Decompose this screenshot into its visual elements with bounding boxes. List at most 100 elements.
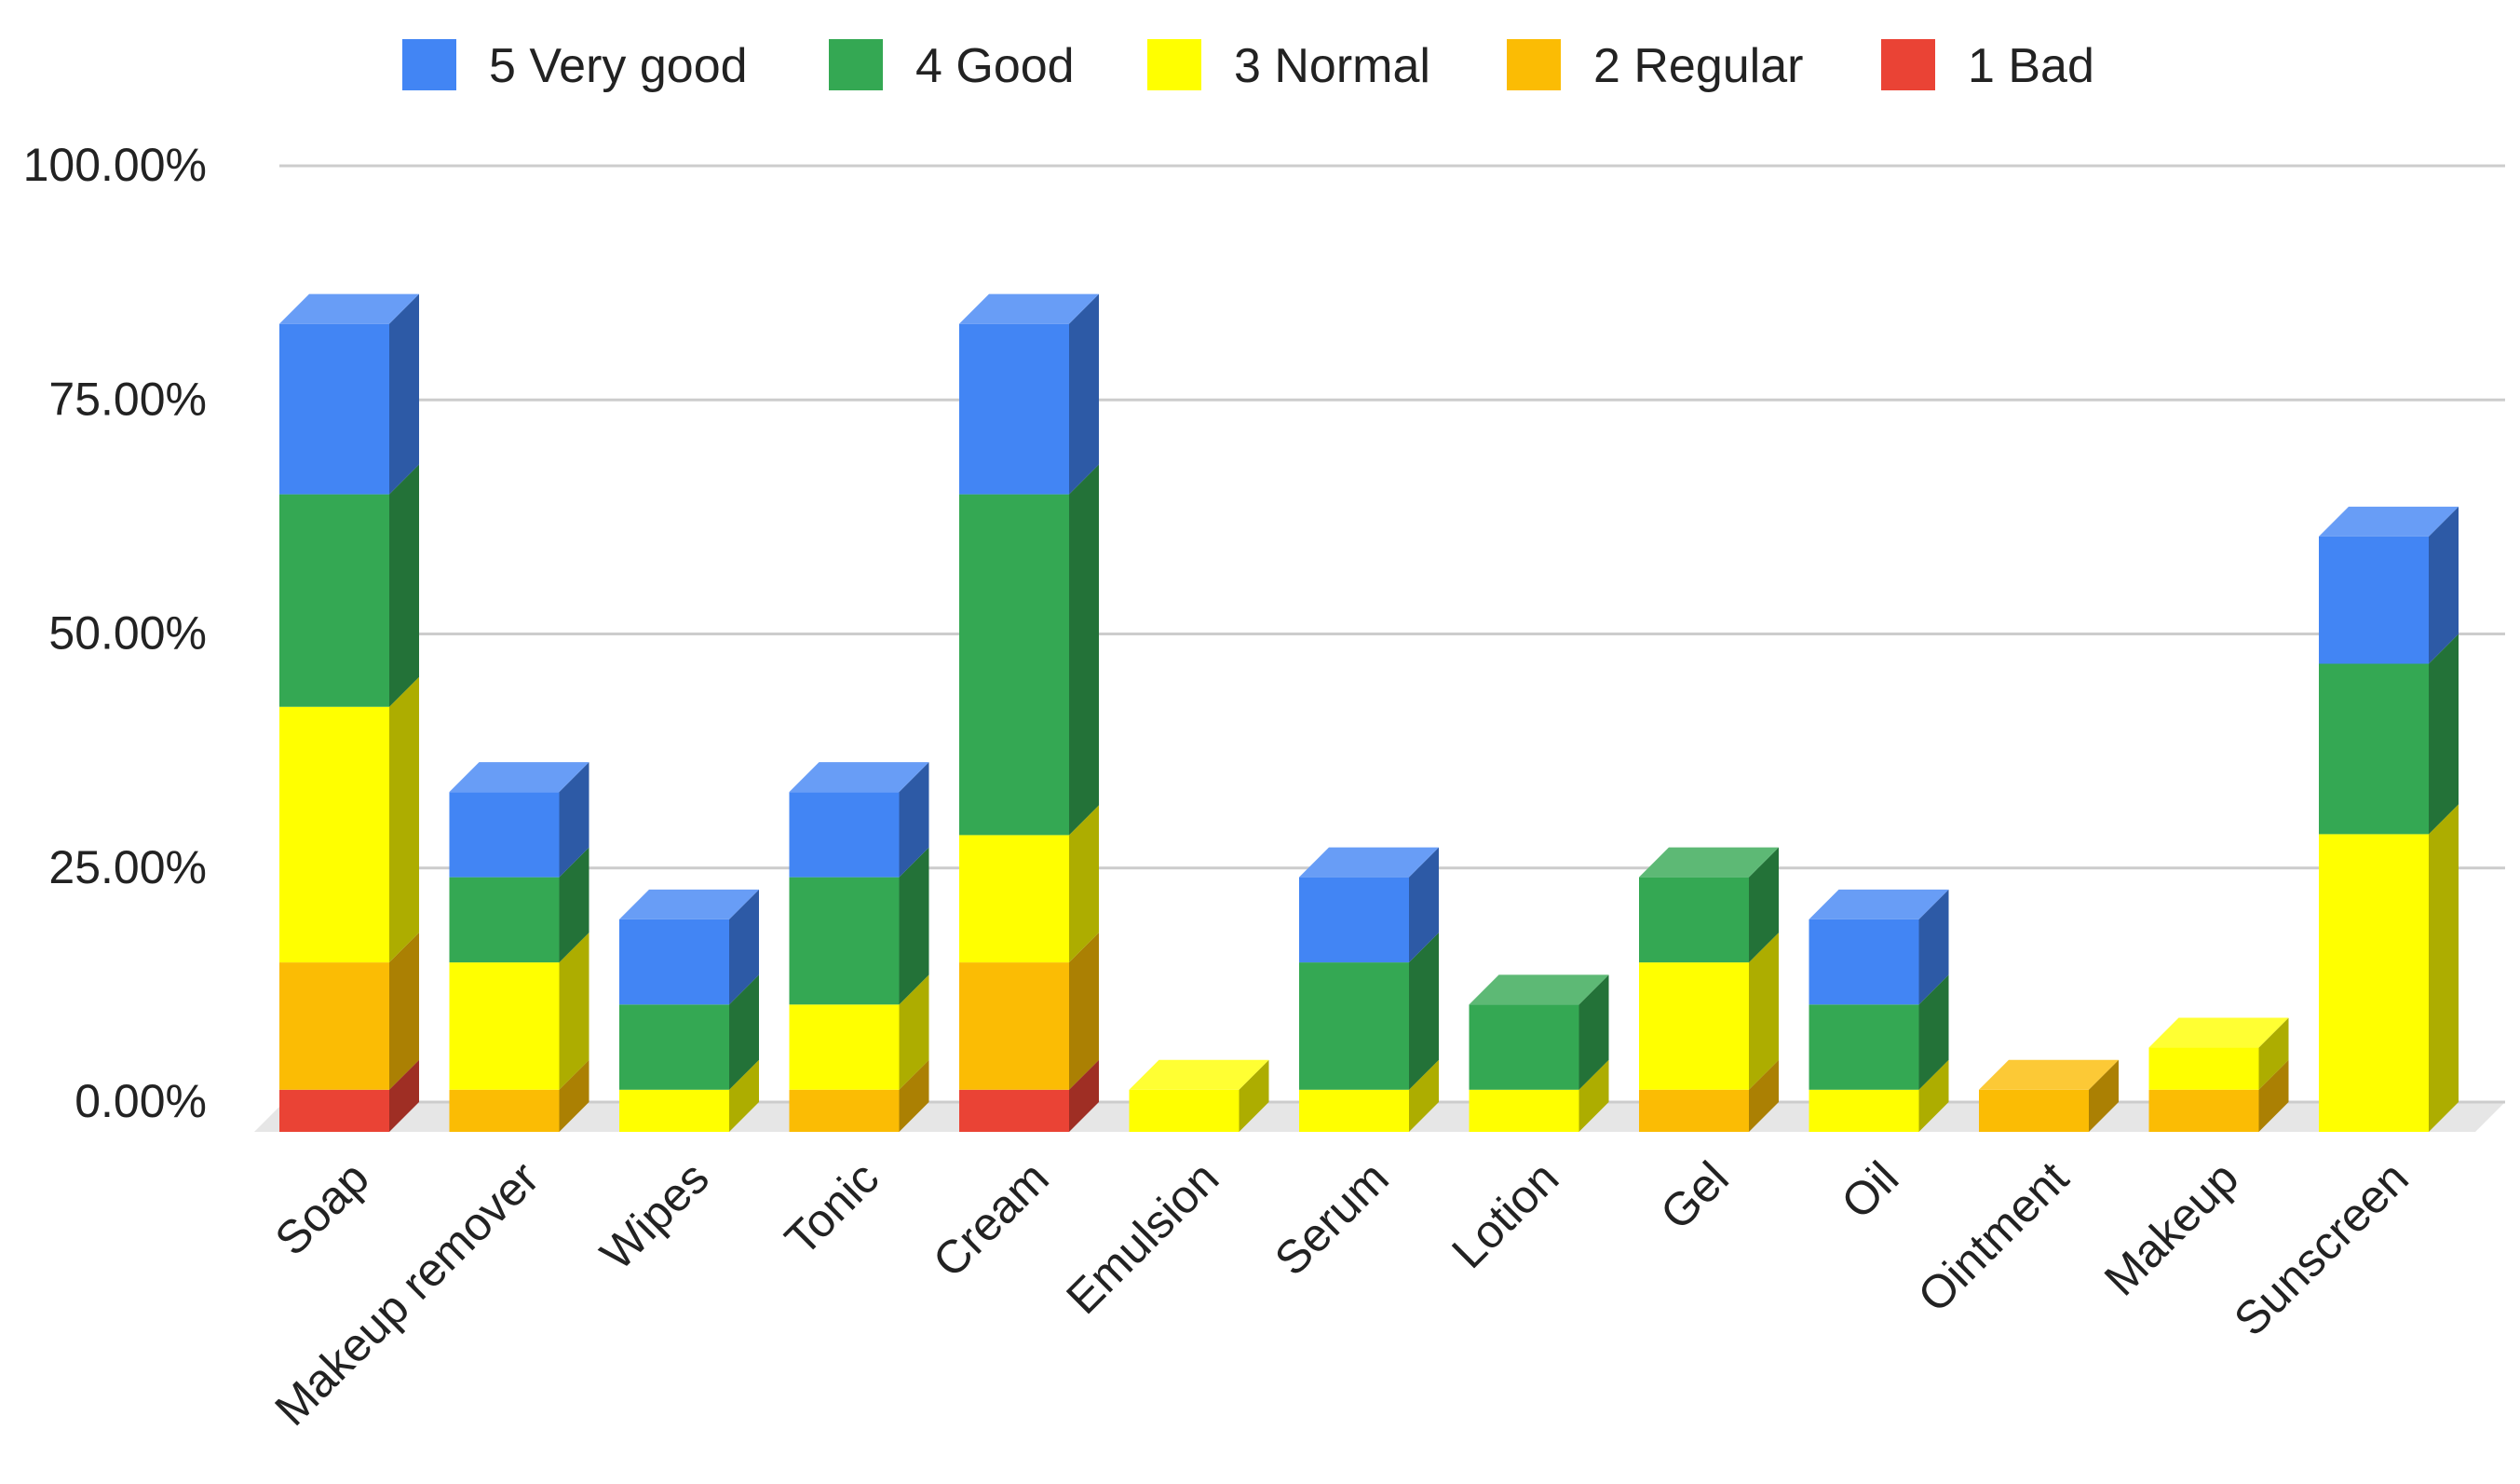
bar-segment-front [2319,834,2429,1132]
x-tick-label: Sunscreen [2224,1151,2418,1346]
bar-stack [789,762,929,1132]
bar-top-face [1469,974,1609,1005]
bar-segment-side [559,847,589,963]
legend-item: 1 Bad [1881,39,2094,93]
bar-segment-front [1809,919,1919,1005]
bar-segment-front [449,792,560,878]
bar-segment-front [1469,1089,1579,1132]
bar-segment-front [959,323,1069,495]
bar-stack [1809,889,1949,1132]
bar-segment-side [2258,1017,2289,1090]
bar-stack [1639,847,1779,1132]
legend-swatch [1507,39,1561,90]
x-tick-label: Oil [1831,1151,1908,1229]
bar-segment-side [2258,1059,2289,1132]
bar-segment-side [389,933,419,1090]
bar-segment-side [1409,1059,1439,1132]
bar-segment-front [1129,1089,1240,1132]
bar-segment-side [1239,1059,1269,1132]
bar-top-face [1809,889,1949,919]
bar-segment-front [959,1089,1069,1132]
bar-segment-front [1639,877,1749,963]
bar-segment-side [559,1059,589,1132]
bar-segment-front [2148,1047,2259,1090]
bar-segment-side [899,1059,929,1132]
bar-segment-front [449,877,560,963]
bar-segment-front [279,1089,389,1132]
bar-top-face [2319,506,2459,537]
x-tick-label: Cream [923,1151,1059,1287]
bar-stack [449,762,589,1132]
x-tick-label: Soap [265,1151,379,1265]
x-tick-label: Emulsion [1056,1151,1228,1324]
bar-segment-front [789,877,900,1005]
bar-stack [2148,1017,2289,1132]
bar-segment-front [619,1089,729,1132]
bar-segment-side [559,933,589,1090]
bar-segment-front [1809,1089,1919,1132]
bar-top-face [789,762,929,793]
bar-segment-side [1749,1059,1779,1132]
legend-item: 5 Very good [402,39,748,93]
legend: 5 Very good 4 Good 3 Normal 2 Regular 1 Bad [402,39,2094,93]
y-tick-label: 75.00% [48,373,207,425]
bar-top-face [1129,1059,1269,1090]
bar-top-face [619,889,759,919]
bar-segment-front [2148,1089,2259,1132]
bar-segment-side [729,1059,759,1132]
bar-segment-side [1409,847,1439,963]
x-tick-label: Ointment [1908,1151,2079,1322]
bar-segment-side [1749,933,1779,1090]
bar-stack [1979,1059,2119,1132]
bar-segment-side [389,676,419,963]
bar-segment-side [1069,464,1099,836]
bar-segment-front [279,962,389,1090]
x-tick-label: Makeup [2094,1151,2248,1305]
bar-segment-front [1299,962,1409,1090]
bar-segment-side [1069,293,1099,495]
bar-segment-side [1409,933,1439,1090]
y-tick-label: 0.00% [75,1075,207,1127]
bar-top-face [1979,1059,2119,1090]
y-tick-label: 100.00% [23,139,207,191]
bar-segment-side [899,847,929,1005]
legend-label: 2 Regular [1593,39,1803,93]
bar-segment-front [1809,1004,1919,1090]
bar-segment-side [2089,1059,2119,1132]
legend-item: 4 Good [829,39,1075,93]
x-tick-label: Gel [1650,1151,1739,1240]
bar-segment-side [1069,1059,1099,1132]
bar-top-face [959,293,1099,324]
bar-top-face [1639,847,1779,878]
bar-stack [1299,847,1439,1132]
bar-top-face [1299,847,1439,878]
x-tick-label: Serum [1265,1151,1399,1286]
bar-segment-side [2429,633,2459,835]
bar-segment-side [2429,506,2459,664]
bar-stack [2319,506,2459,1132]
bar-segment-side [729,889,759,1005]
y-tick-label: 50.00% [48,607,207,660]
bar-top-face [2148,1017,2289,1048]
bar-segment-front [959,962,1069,1090]
bar-segment-side [2429,804,2459,1132]
bar-segment-side [1918,974,1949,1090]
bar-segment-front [619,919,729,1005]
bar-stack [1469,974,1609,1132]
x-tick-label: Lotion [1442,1151,1568,1278]
bar-segment-side [389,464,419,707]
bar-segment-front [279,323,389,495]
legend-swatch [402,39,456,90]
bar-segment-front [959,835,1069,963]
bar-segment-side [389,293,419,495]
bar-segment-front [279,494,389,707]
bar-segment-side [1749,847,1779,963]
bar-segment-side [559,762,589,878]
bar-segment-side [1918,1059,1949,1132]
bar-segment-side [1069,933,1099,1090]
legend-swatch [1147,39,1201,90]
bar-stack [1129,1059,1269,1132]
